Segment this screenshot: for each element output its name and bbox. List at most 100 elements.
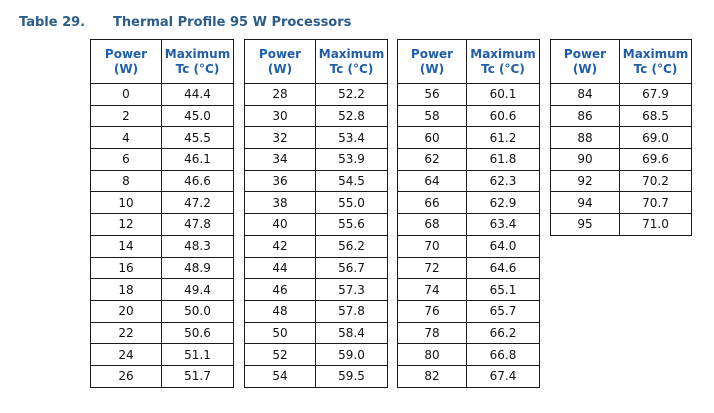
table-row: 66 62.9 <box>397 191 540 215</box>
max-tc-cell: 71.0 <box>619 213 692 236</box>
power-cell: 74 <box>397 278 467 301</box>
table-row: 6 46.1 <box>90 148 234 171</box>
max-tc-cell: 52.8 <box>315 104 388 128</box>
table-row: 82 67.4 <box>397 364 540 388</box>
thermal-table-1: Power (W) Maximum Tc (°C) 0 44.4 2 45.0 4 45.5 6… <box>90 39 234 388</box>
power-cell: 6 <box>90 148 162 171</box>
max-tc-cell: 47.8 <box>161 213 234 236</box>
max-tc-header-line1: Maximum <box>622 46 689 61</box>
max-tc-header-line2: Tc (°C) <box>175 61 220 76</box>
max-tc-cell: 51.7 <box>161 364 234 388</box>
max-tc-header-line1: Maximum <box>318 46 385 61</box>
max-tc-header-line1: Maximum <box>164 46 231 61</box>
table-row: 18 49.4 <box>90 278 234 301</box>
power-cell: 62 <box>397 148 467 171</box>
table-row: 74 65.1 <box>397 278 540 301</box>
header-row: Power (W) Maximum Tc (°C) <box>90 39 234 84</box>
table-row: 58 60.6 <box>397 104 540 128</box>
max-tc-cell: 65.1 <box>466 278 540 301</box>
table-row: 50 58.4 <box>244 321 388 345</box>
power-cell: 26 <box>90 364 162 388</box>
table-row: 84 67.9 <box>550 83 692 106</box>
power-cell: 95 <box>550 213 620 236</box>
max-tc-cell: 70.7 <box>619 191 692 215</box>
power-cell: 90 <box>550 148 620 171</box>
power-cell: 44 <box>244 256 316 280</box>
max-tc-cell: 46.1 <box>161 148 234 171</box>
power-header: Power (W) <box>397 39 467 84</box>
power-cell: 34 <box>244 148 316 171</box>
max-tc-cell: 48.3 <box>161 234 234 258</box>
table-row: 94 70.7 <box>550 191 692 215</box>
max-tc-cell: 56.7 <box>315 256 388 280</box>
table-row: 32 53.4 <box>244 126 388 150</box>
max-tc-header: Maximum Tc (°C) <box>619 39 692 84</box>
header-row: Power (W) Maximum Tc (°C) <box>244 39 388 84</box>
table-row: 2 45.0 <box>90 104 234 128</box>
max-tc-header-line2: Tc (°C) <box>633 61 678 76</box>
max-tc-header: Maximum Tc (°C) <box>315 39 388 84</box>
table-row: 52 59.0 <box>244 343 388 366</box>
table-row: 30 52.8 <box>244 104 388 128</box>
max-tc-cell: 69.0 <box>619 126 692 150</box>
power-cell: 94 <box>550 191 620 215</box>
power-cell: 60 <box>397 126 467 150</box>
table-row: 48 57.8 <box>244 299 388 323</box>
power-cell: 78 <box>397 321 467 345</box>
table-row: 62 61.8 <box>397 148 540 171</box>
power-cell: 38 <box>244 191 316 215</box>
max-tc-cell: 64.0 <box>466 234 540 258</box>
power-cell: 76 <box>397 299 467 323</box>
power-cell: 8 <box>90 169 162 193</box>
table-caption: Table 29. Thermal Profile 95 W Processors <box>19 13 351 33</box>
power-cell: 92 <box>550 169 620 193</box>
power-cell: 72 <box>397 256 467 280</box>
max-tc-cell: 50.0 <box>161 299 234 323</box>
table-row: 72 64.6 <box>397 256 540 280</box>
table-row: 56 60.1 <box>397 83 540 106</box>
table-row: 38 55.0 <box>244 191 388 215</box>
max-tc-cell: 60.6 <box>466 104 540 128</box>
table-row: 8 46.6 <box>90 169 234 193</box>
max-tc-cell: 45.5 <box>161 126 234 150</box>
table-row: 60 61.2 <box>397 126 540 150</box>
table-row: 0 44.4 <box>90 83 234 106</box>
power-cell: 10 <box>90 191 162 215</box>
table-row: 24 51.1 <box>90 343 234 366</box>
max-tc-cell: 53.9 <box>315 148 388 171</box>
max-tc-header: Maximum Tc (°C) <box>161 39 234 84</box>
max-tc-cell: 64.6 <box>466 256 540 280</box>
table-row: 80 66.8 <box>397 343 540 366</box>
max-tc-cell: 44.4 <box>161 83 234 106</box>
max-tc-cell: 55.6 <box>315 213 388 236</box>
table-row: 22 50.6 <box>90 321 234 345</box>
max-tc-cell: 57.8 <box>315 299 388 323</box>
power-cell: 88 <box>550 126 620 150</box>
max-tc-header: Maximum Tc (°C) <box>466 39 540 84</box>
power-cell: 18 <box>90 278 162 301</box>
max-tc-cell: 62.9 <box>466 191 540 215</box>
power-cell: 28 <box>244 83 316 106</box>
max-tc-cell: 49.4 <box>161 278 234 301</box>
thermal-table-4: Power (W) Maximum Tc (°C) 84 67.9 86 68.5 88 69… <box>550 39 692 236</box>
table-row: 54 59.5 <box>244 364 388 388</box>
table-row: 28 52.2 <box>244 83 388 106</box>
table-row: 92 70.2 <box>550 169 692 193</box>
power-header-line1: Power <box>410 46 454 61</box>
power-cell: 70 <box>397 234 467 258</box>
table-title: Thermal Profile 95 W Processors <box>113 15 352 30</box>
table-row: 10 47.2 <box>90 191 234 215</box>
power-cell: 14 <box>90 234 162 258</box>
power-cell: 52 <box>244 343 316 366</box>
power-header-line2: (W) <box>113 61 139 76</box>
table-row: 34 53.9 <box>244 148 388 171</box>
max-tc-cell: 59.0 <box>315 343 388 366</box>
power-cell: 80 <box>397 343 467 366</box>
max-tc-cell: 48.9 <box>161 256 234 280</box>
table-row: 95 71.0 <box>550 213 692 236</box>
max-tc-cell: 46.6 <box>161 169 234 193</box>
max-tc-cell: 67.4 <box>466 364 540 388</box>
power-cell: 20 <box>90 299 162 323</box>
max-tc-cell: 54.5 <box>315 169 388 193</box>
power-cell: 68 <box>397 213 467 236</box>
